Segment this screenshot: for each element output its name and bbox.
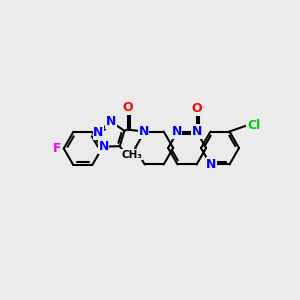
Text: O: O	[122, 101, 133, 114]
Text: O: O	[191, 102, 202, 115]
Text: N: N	[206, 158, 217, 171]
Text: CH₃: CH₃	[122, 150, 143, 160]
Text: N: N	[106, 115, 116, 128]
Text: N: N	[98, 140, 109, 153]
Text: N: N	[93, 126, 104, 139]
Text: N: N	[139, 125, 149, 138]
Text: N: N	[171, 125, 182, 138]
Text: N: N	[191, 125, 202, 138]
Text: Cl: Cl	[247, 119, 260, 132]
Text: F: F	[52, 142, 61, 155]
